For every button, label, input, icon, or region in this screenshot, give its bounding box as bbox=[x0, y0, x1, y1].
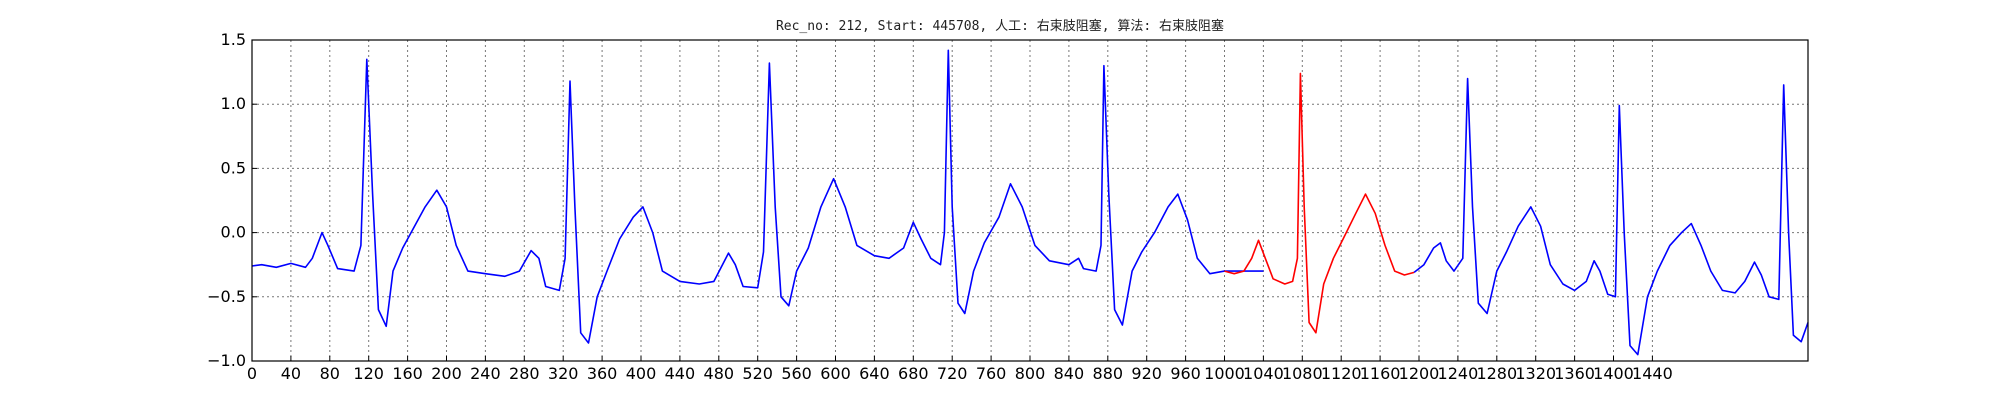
y-tick-label: −1.0 bbox=[207, 351, 246, 370]
x-tick-label: 1320 bbox=[1515, 364, 1556, 383]
chart-title: Rec_no: 212, Start: 445708, 人工: 右束肢阻塞, 算… bbox=[776, 18, 1224, 34]
x-tick-label: 1280 bbox=[1476, 364, 1517, 383]
x-tick-label: 760 bbox=[976, 364, 1007, 383]
x-tick-label: 1080 bbox=[1282, 364, 1323, 383]
x-tick-label: 0 bbox=[247, 364, 257, 383]
x-tick-label: 1200 bbox=[1399, 364, 1440, 383]
x-tick-label: 160 bbox=[392, 364, 423, 383]
x-tick-label: 880 bbox=[1093, 364, 1124, 383]
x-tick-label: 400 bbox=[626, 364, 657, 383]
x-tick-label: 960 bbox=[1170, 364, 1201, 383]
x-tick-label: 200 bbox=[431, 364, 462, 383]
x-tick-label: 120 bbox=[353, 364, 384, 383]
x-axis-ticks: 0 40 80 120 160 200 240 280 320 360 400 440 480 520 56… bbox=[247, 356, 1673, 383]
x-tick-label: 920 bbox=[1131, 364, 1162, 383]
y-tick-label: 0.5 bbox=[221, 158, 246, 177]
x-tick-label: 560 bbox=[781, 364, 812, 383]
y-tick-label: 1.5 bbox=[221, 30, 246, 49]
x-tick-label: 1400 bbox=[1593, 364, 1634, 383]
y-tick-label: 0.0 bbox=[221, 223, 246, 242]
y-tick-label: −0.5 bbox=[207, 287, 246, 306]
grid bbox=[251, 39, 1808, 362]
x-tick-label: 600 bbox=[820, 364, 851, 383]
x-tick-label: 1040 bbox=[1243, 364, 1284, 383]
x-tick-label: 280 bbox=[509, 364, 540, 383]
x-tick-label: 840 bbox=[1054, 364, 1085, 383]
x-tick-label: 80 bbox=[320, 364, 340, 383]
x-tick-label: 1000 bbox=[1204, 364, 1245, 383]
x-tick-label: 800 bbox=[1015, 364, 1046, 383]
x-tick-label: 640 bbox=[859, 364, 890, 383]
x-tick-label: 440 bbox=[665, 364, 696, 383]
x-tick-label: 360 bbox=[587, 364, 618, 383]
x-tick-label: 720 bbox=[937, 364, 968, 383]
plot-frame bbox=[251, 39, 1809, 362]
x-tick-label: 1360 bbox=[1554, 364, 1595, 383]
series-group bbox=[251, 49, 1809, 356]
ecg-series-line-3 bbox=[1413, 77, 1809, 356]
x-tick-label: 320 bbox=[548, 364, 579, 383]
x-tick-label: 480 bbox=[704, 364, 735, 383]
x-tick-label: 1120 bbox=[1321, 364, 1362, 383]
x-tick-label: 40 bbox=[281, 364, 301, 383]
y-tick-label: 1.0 bbox=[221, 94, 246, 113]
x-tick-label: 240 bbox=[470, 364, 501, 383]
x-tick-label: 1240 bbox=[1438, 364, 1479, 383]
x-tick-label: 1440 bbox=[1632, 364, 1673, 383]
ecg-series-line-2 bbox=[1224, 72, 1415, 334]
x-tick-label: 520 bbox=[742, 364, 773, 383]
ecg-series-line-1 bbox=[251, 49, 1264, 344]
x-tick-label: 1160 bbox=[1360, 364, 1401, 383]
y-axis-ticks: 1.5 1.0 0.5 0.0 −0.5 −1.0 bbox=[207, 30, 257, 370]
x-tick-label: 680 bbox=[898, 364, 929, 383]
